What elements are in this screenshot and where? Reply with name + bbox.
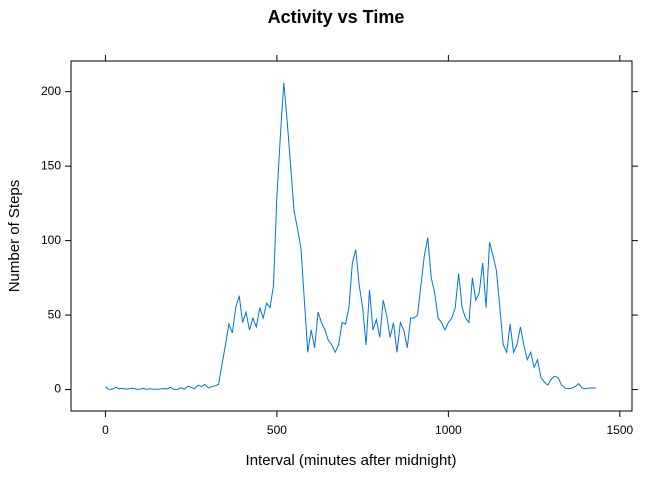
x-tick-label: 1000 xyxy=(435,423,462,437)
x-tick-label: 0 xyxy=(102,423,109,437)
y-tick-label: 100 xyxy=(41,233,61,247)
y-tick-label: 200 xyxy=(41,84,61,98)
x-tick-label: 1500 xyxy=(606,423,633,437)
plot-frame xyxy=(70,60,633,412)
chart-title: Activity vs Time xyxy=(268,7,405,27)
y-tick-label: 0 xyxy=(54,382,61,396)
data-line xyxy=(105,82,596,391)
y-tick-label: 150 xyxy=(41,158,61,172)
x-axis-label: Interval (minutes after midnight) xyxy=(246,452,457,469)
y-tick-label: 50 xyxy=(48,307,62,321)
x-tick-label: 500 xyxy=(267,423,287,437)
y-axis-label: Number of Steps xyxy=(6,180,23,293)
